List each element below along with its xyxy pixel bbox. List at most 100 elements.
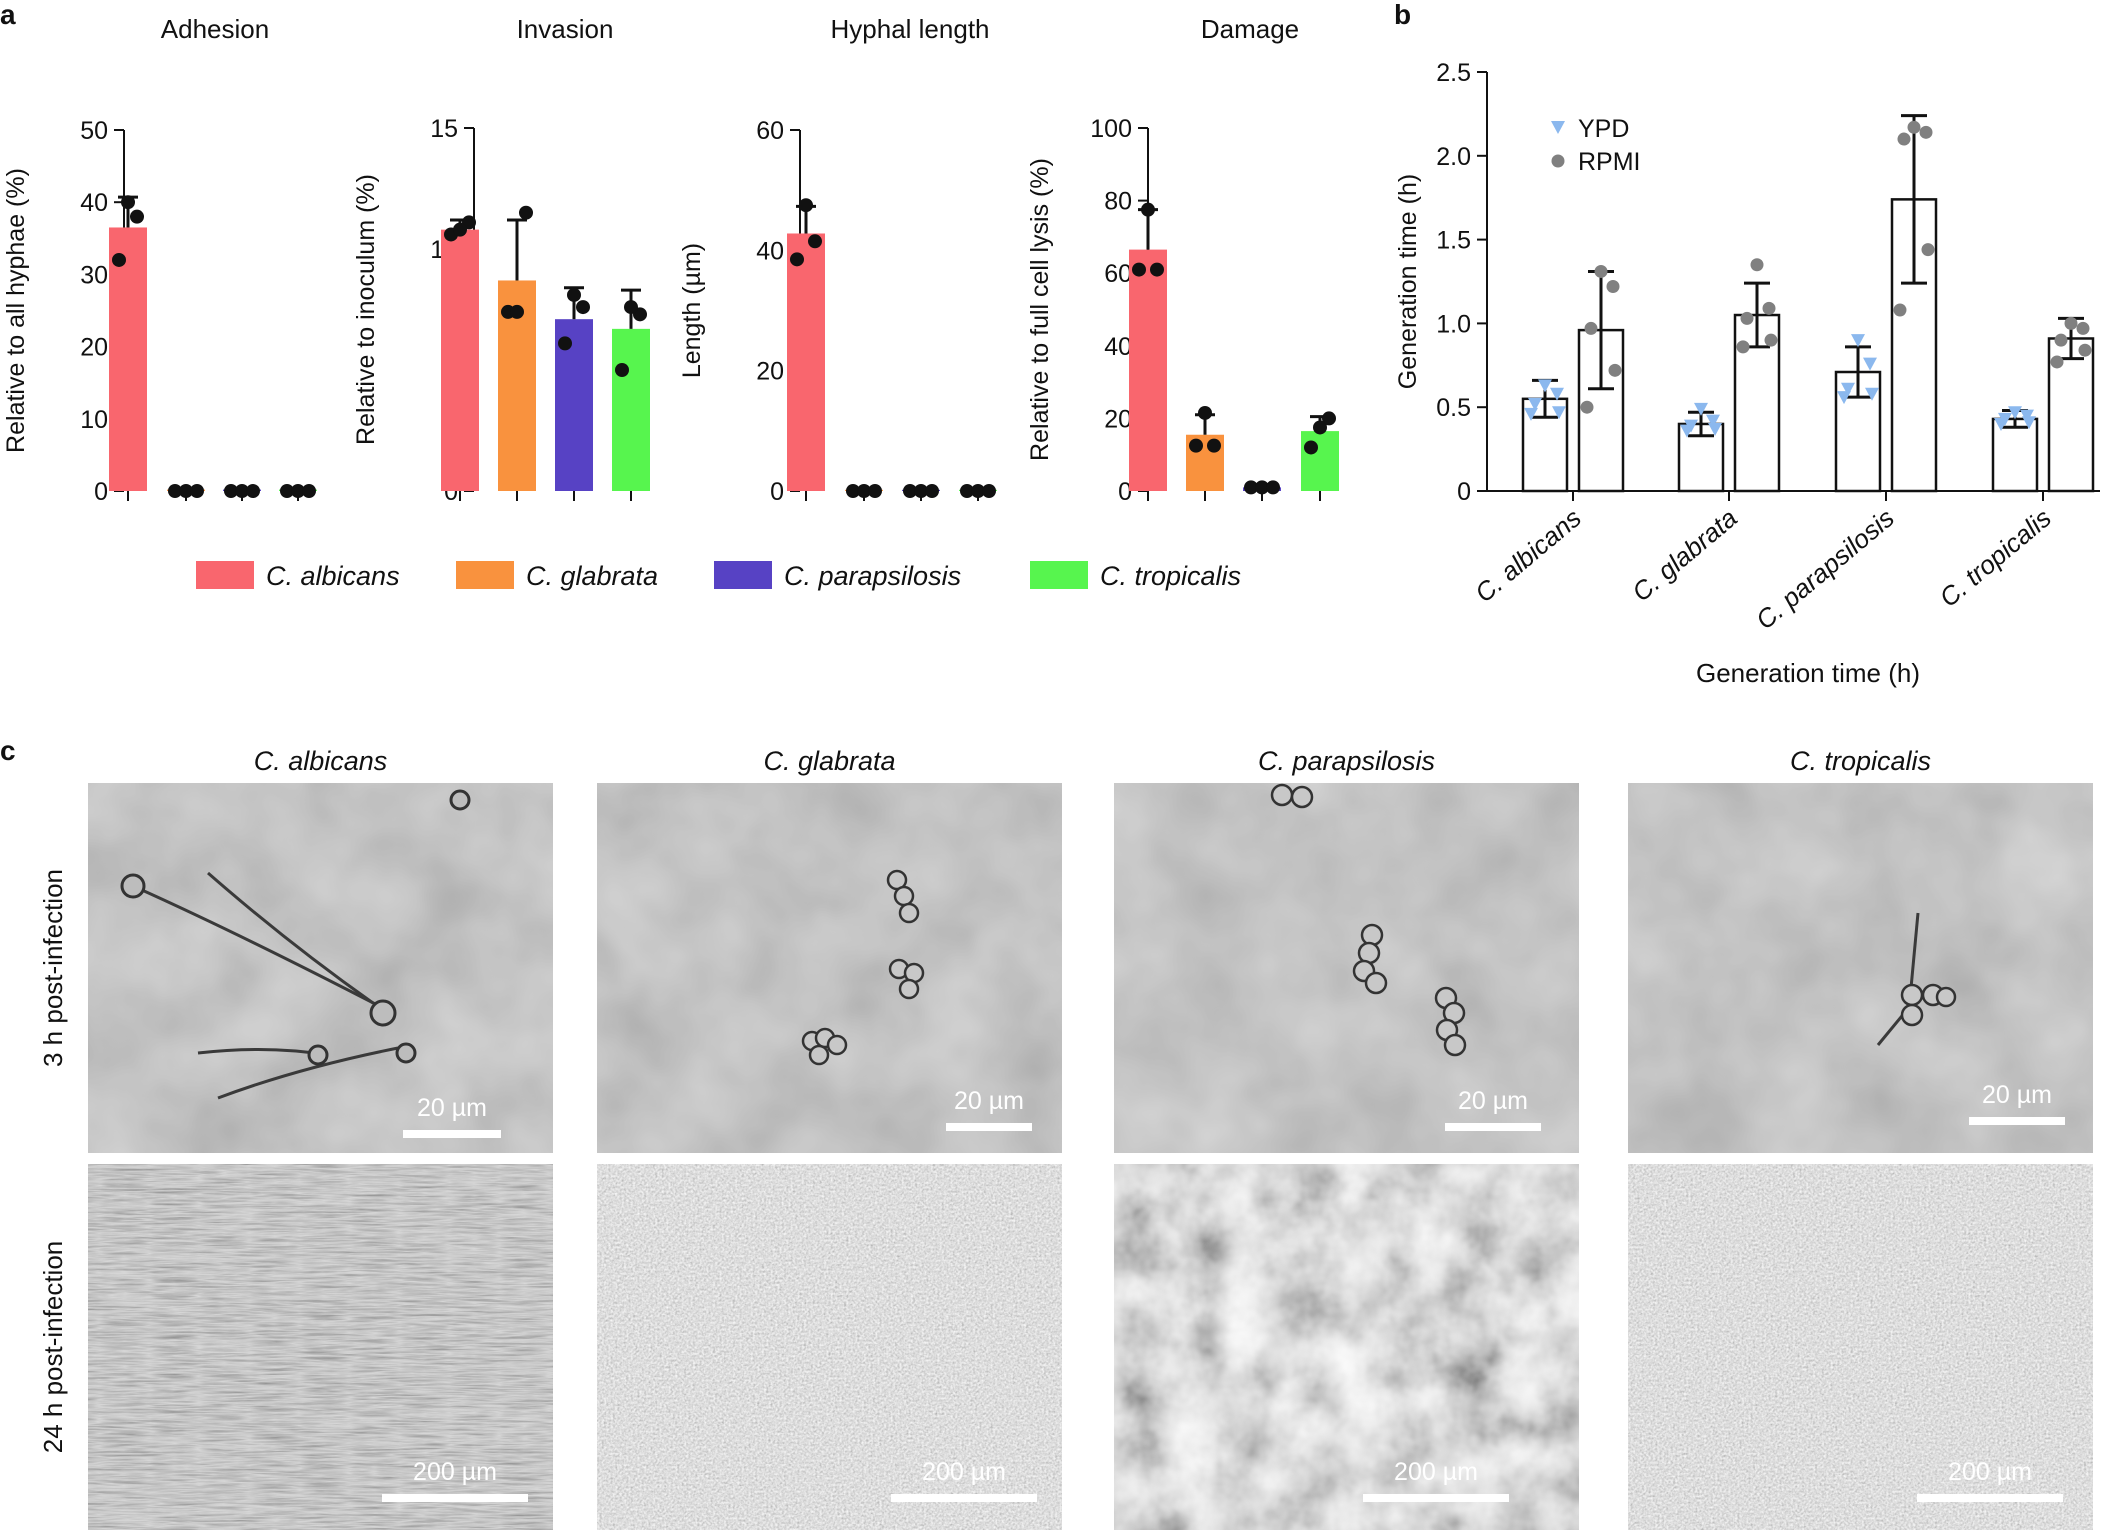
data-point-ypd xyxy=(1552,406,1566,420)
data-point-rpmi xyxy=(1750,258,1764,272)
bar-c-albicans xyxy=(109,227,147,491)
micrograph-image xyxy=(1628,783,2093,1153)
data-point xyxy=(1207,438,1221,453)
y-axis-label: Length (µm) xyxy=(678,243,706,378)
legend-swatch xyxy=(1030,561,1088,589)
y-tick-label: 40 xyxy=(80,189,108,217)
yeast-cell xyxy=(898,902,920,924)
y-tick-label: 2.0 xyxy=(1436,143,1471,171)
micrograph-tint xyxy=(1114,783,1579,1153)
data-point-rpmi xyxy=(2078,343,2092,357)
micrograph-24h-c-tropicalis: 200 µm xyxy=(1628,1164,2093,1530)
y-tick-label: 0 xyxy=(1457,478,1471,506)
panel-label-c: c xyxy=(0,735,16,766)
scale-bar-label: 20 µm xyxy=(1458,1087,1528,1115)
data-point-rpmi xyxy=(1762,301,1776,315)
chart-generation-time: 0 0.5 1.0 1.5 2.0 2.5 Generation time (h) Gener… xyxy=(1394,59,2100,688)
legend-label: RPMI xyxy=(1578,148,1641,176)
y-tick-label: 50 xyxy=(80,117,108,145)
legend-marker-rpmi xyxy=(1551,154,1565,168)
legend-label: C. parapsilosis xyxy=(784,561,961,591)
data-point-rpmi xyxy=(1893,303,1907,317)
data-point-rpmi xyxy=(2054,333,2068,347)
data-point xyxy=(1198,405,1212,420)
data-point xyxy=(846,484,860,498)
hypha xyxy=(207,871,374,1005)
bar-c-albicans xyxy=(1129,249,1167,491)
data-point-ypd xyxy=(1538,379,1552,393)
legend-label: YPD xyxy=(1578,115,1629,143)
micrograph-3h-c-albicans: 20 µm xyxy=(88,783,553,1153)
data-point xyxy=(576,300,590,315)
scale-bar-label: 20 µm xyxy=(417,1094,487,1122)
legend-swatch xyxy=(196,561,254,589)
scale-bar-label: 200 µm xyxy=(1948,1458,2032,1486)
data-point-ypd xyxy=(1708,422,1722,436)
data-point xyxy=(1141,202,1155,217)
micrograph-image xyxy=(88,1164,553,1530)
hypha xyxy=(132,884,384,1010)
legend-label: C. tropicalis xyxy=(1100,561,1241,591)
y-axis-label: Relative to inoculum (%) xyxy=(352,174,380,445)
data-point-ypd xyxy=(1863,357,1877,371)
y-tick-label: 60 xyxy=(1104,260,1132,288)
y-tick-label: 0 xyxy=(94,478,108,506)
data-point xyxy=(121,195,135,210)
yeast-cell xyxy=(307,1044,329,1066)
y-axis-label: Relative to full cell lysis (%) xyxy=(1026,158,1054,461)
chart-title: Hyphal length xyxy=(831,14,990,44)
micrograph-image xyxy=(88,783,553,1153)
hypha xyxy=(1909,912,1920,989)
micrograph-column-title: C. parapsilosis xyxy=(1258,746,1435,776)
data-point xyxy=(1322,411,1336,426)
panel-label-a: a xyxy=(0,0,16,30)
micrograph-row-label: 3 h post-infection xyxy=(38,869,68,1067)
data-point xyxy=(1150,262,1164,277)
scale-bar xyxy=(1969,1117,2065,1125)
y-tick-label: 100 xyxy=(1090,115,1132,143)
x-tick-label: C. glabrata xyxy=(1626,503,1743,608)
yeast-cell xyxy=(1900,1003,1924,1027)
micrograph-row-label: 24 h post-infection xyxy=(38,1241,68,1453)
yeast-cell xyxy=(369,999,397,1027)
data-point-rpmi xyxy=(1764,333,1778,347)
micrograph-image xyxy=(597,1164,1062,1530)
data-point-ypd xyxy=(1528,397,1542,411)
y-axis-label: Generation time (h) xyxy=(1394,174,1422,389)
micrograph-tint xyxy=(597,783,1062,1153)
data-point xyxy=(235,484,249,498)
data-point xyxy=(190,484,204,498)
data-point xyxy=(291,484,305,498)
scale-bar xyxy=(1917,1494,2063,1502)
micrograph-tint xyxy=(1628,783,2093,1153)
bar-c-albicans xyxy=(787,233,825,491)
data-point xyxy=(903,484,917,498)
data-point-rpmi xyxy=(1606,280,1620,294)
scale-bar xyxy=(946,1123,1032,1131)
y-tick-label: 0 xyxy=(770,478,784,506)
micrograph-3h-c-glabrata: 20 µm xyxy=(597,783,1062,1153)
bar-c-albicans xyxy=(441,229,479,491)
data-point xyxy=(1189,438,1203,453)
data-point xyxy=(130,209,144,224)
data-point xyxy=(925,484,939,498)
data-point xyxy=(624,300,638,315)
data-point-rpmi xyxy=(1921,243,1935,257)
bar-c-tropicalis xyxy=(1301,431,1339,491)
data-point xyxy=(808,234,822,249)
data-point-rpmi xyxy=(1584,321,1598,335)
yeast-cell xyxy=(1364,971,1388,995)
data-point-ypd xyxy=(1865,387,1879,401)
y-tick-label: 20 xyxy=(80,334,108,362)
data-point xyxy=(280,484,294,498)
data-point xyxy=(615,363,629,377)
legend-swatch xyxy=(456,561,514,589)
data-point-ypd xyxy=(1524,407,1538,421)
yeast-cell xyxy=(1290,785,1314,809)
micrograph-24h-c-parapsilosis: 200 µm xyxy=(1114,1164,1579,1530)
data-point xyxy=(567,287,581,302)
scale-bar-label: 20 µm xyxy=(954,1087,1024,1115)
y-tick-label: 20 xyxy=(756,358,784,386)
data-point xyxy=(179,484,193,498)
